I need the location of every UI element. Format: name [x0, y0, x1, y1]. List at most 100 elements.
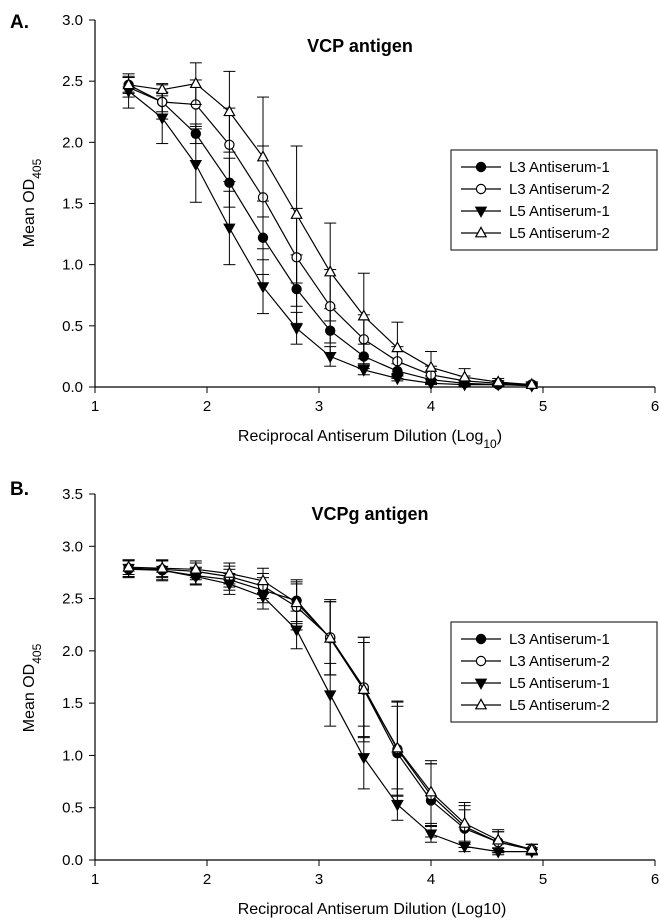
plot-area: 1 2 3 4 5 6 0.0 0.5 1.0 1.5 2.0 2.5 3.0 3.5 — [62, 486, 659, 888]
data-point — [155, 561, 169, 573]
y-tick-label: 0.0 — [62, 379, 83, 396]
data-point — [189, 562, 203, 574]
data-point — [357, 753, 371, 765]
data-point — [323, 265, 337, 277]
y-tick-label: 0.0 — [62, 852, 83, 869]
data-point — [122, 560, 135, 572]
legend-marker — [475, 633, 487, 645]
data-point — [122, 77, 135, 90]
legend-label: L5 Antiserum-2 — [509, 225, 610, 242]
data-point — [223, 223, 236, 235]
x-axis-label-subscript: 10 — [483, 437, 497, 451]
x-tick-label: 3 — [315, 871, 323, 888]
y-tick-label: 2.5 — [62, 73, 83, 90]
y-tick-label: 1.5 — [62, 695, 83, 712]
series-4 — [122, 62, 539, 389]
data-point — [391, 341, 404, 353]
data-point — [525, 842, 539, 854]
x-tick-label: 6 — [651, 398, 659, 415]
y-axis-label-subscript: 405 — [30, 643, 44, 663]
data-point — [424, 360, 438, 372]
data-point — [491, 375, 505, 387]
x-axis-label: Reciprocal Antiserum Dilution (Log10) — [238, 901, 507, 918]
data-point — [323, 631, 337, 643]
x-tick-label: 5 — [539, 398, 547, 415]
legend-item: L3 Antiserum-2 — [461, 653, 610, 670]
legend-label: L3 Antiserum-2 — [509, 653, 610, 670]
data-point — [458, 816, 471, 828]
data-point — [357, 365, 371, 377]
legend-marker — [475, 655, 487, 667]
legend-label: L3 Antiserum-1 — [509, 631, 610, 648]
data-point — [189, 76, 203, 89]
legend-marker — [474, 226, 488, 238]
x-axis-label: Reciprocal Antiserum Dilution (Log10) — [238, 428, 502, 451]
data-point — [155, 82, 169, 95]
x-tick-label: 5 — [539, 871, 547, 888]
panel-b: B. VCPg antigen Mean OD405 Reciprocal An… — [10, 479, 659, 918]
x-tick-label: 2 — [203, 871, 211, 888]
y-tick-label: 2.0 — [62, 134, 83, 151]
data-point — [424, 829, 438, 841]
data-point — [290, 207, 303, 219]
x-axis-label-tail: ) — [497, 428, 502, 445]
data-point — [323, 690, 337, 702]
panel-label: B. — [10, 479, 29, 500]
y-tick-label: 0.5 — [62, 800, 83, 817]
legend-marker — [474, 206, 488, 218]
y-tick-label: 2.0 — [62, 643, 83, 660]
data-point — [223, 104, 236, 117]
y-tick-label: 1.0 — [62, 257, 83, 274]
legend-marker — [474, 698, 488, 710]
data-point — [256, 150, 270, 162]
legend-marker — [475, 183, 487, 195]
y-tick-label: 1.0 — [62, 747, 83, 764]
data-point — [458, 370, 471, 382]
legend-item: L5 Antiserum-2 — [461, 697, 610, 714]
x-tick-label: 4 — [427, 871, 435, 888]
plot-area: 1 2 3 4 5 6 0.0 0.5 1.0 1.5 2.0 2.5 3.0 — [62, 12, 659, 415]
legend-label: L5 Antiserum-2 — [509, 697, 610, 714]
y-axis-label-subscript: 405 — [30, 158, 44, 178]
legend-item: L3 Antiserum-1 — [461, 631, 610, 648]
data-point — [424, 785, 438, 797]
legend-label: L3 Antiserum-2 — [509, 181, 610, 198]
data-point — [491, 833, 505, 845]
y-axis-label: Mean OD405 — [21, 158, 44, 247]
legend: L3 Antiserum-1 L3 Antiserum-2 L5 Antiserum… — [450, 149, 658, 251]
data-point — [525, 377, 539, 389]
y-tick-label: 0.5 — [62, 318, 83, 335]
legend-item: L3 Antiserum-1 — [461, 159, 610, 176]
data-point — [290, 323, 303, 336]
y-tick-label: 2.5 — [62, 591, 83, 608]
x-tick-label: 1 — [91, 871, 99, 888]
data-point — [223, 566, 236, 578]
legend: L3 Antiserum-1 L3 Antiserum-2 L5 Antiserum… — [450, 621, 658, 723]
legend-item: L5 Antiserum-1 — [461, 675, 610, 692]
data-point — [391, 741, 404, 753]
x-tick-label: 2 — [203, 398, 211, 415]
series-4 — [122, 559, 539, 856]
data-point — [256, 573, 270, 586]
data-point — [290, 625, 303, 637]
legend-label: L5 Antiserum-1 — [509, 203, 610, 220]
x-tick-label: 6 — [651, 871, 659, 888]
legend-label: L3 Antiserum-1 — [509, 159, 610, 176]
data-point — [357, 309, 371, 321]
y-tick-label: 3.0 — [62, 12, 83, 29]
x-tick-label: 1 — [91, 398, 99, 415]
chart-title: VCP antigen — [307, 36, 413, 56]
data-point — [256, 282, 270, 294]
data-point — [357, 682, 371, 694]
y-tick-label: 3.0 — [62, 538, 83, 555]
data-point — [323, 352, 337, 364]
x-tick-label: 4 — [427, 398, 435, 415]
data-point — [155, 113, 169, 125]
legend-item: L5 Antiserum-1 — [461, 203, 610, 220]
legend-label: L5 Antiserum-1 — [509, 675, 610, 692]
legend-marker — [474, 678, 488, 690]
data-point — [189, 159, 203, 172]
data-point — [391, 800, 404, 812]
data-point — [290, 595, 303, 608]
